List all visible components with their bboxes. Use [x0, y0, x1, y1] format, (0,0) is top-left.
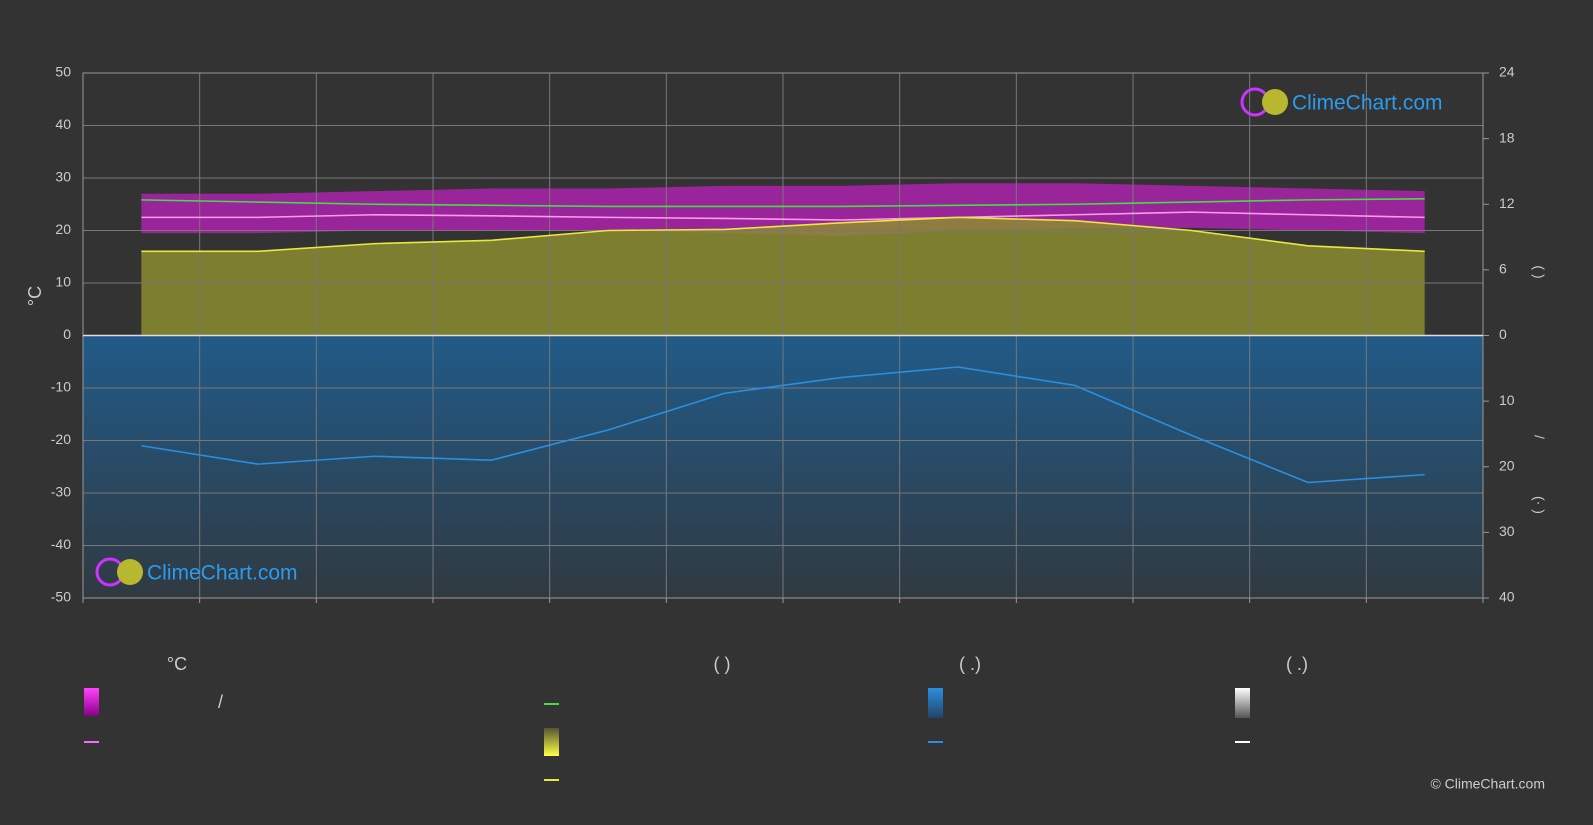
y-tick-label: -20 [51, 431, 71, 447]
series-line [141, 366, 1425, 484]
y-tick-label: -40 [51, 536, 71, 552]
series-line [141, 211, 1425, 221]
logo-sun [1262, 89, 1288, 115]
y3-axis-title: (· ) [1531, 496, 1547, 514]
y-axis-title: °C [25, 286, 45, 306]
copyright: © ClimeChart.com [1430, 776, 1545, 792]
y2-tick-label: 6 [1499, 261, 1507, 277]
y3-tick-label: 20 [1499, 457, 1515, 473]
y2-tick-label: 18 [1499, 129, 1515, 145]
y-tick-label: 30 [55, 169, 71, 185]
y2-axis-title: ( ) [1531, 265, 1547, 278]
y3-tick-label: 30 [1499, 523, 1515, 539]
legend-header: ( ) [714, 654, 731, 674]
y-tick-label: 0 [63, 326, 71, 342]
series-line [141, 216, 1425, 253]
y-tick-label: 10 [55, 274, 71, 290]
y2-tick-label: 24 [1499, 64, 1515, 80]
legend-swatch [84, 688, 99, 716]
y2-tick-label: 12 [1499, 195, 1515, 211]
y2-axis-title: / [1531, 435, 1547, 439]
y-tick-label: 40 [55, 116, 71, 132]
legend-label: / [218, 692, 223, 712]
y3-tick-label: 40 [1499, 589, 1515, 605]
legend-header: °C [167, 654, 187, 674]
legend-swatch [544, 728, 559, 756]
logo: ClimeChart.com [95, 557, 298, 587]
legend-header: ( .) [959, 654, 981, 674]
logo-sun [117, 559, 143, 585]
logo: ClimeChart.com [1240, 87, 1443, 117]
y-tick-label: -30 [51, 484, 71, 500]
y-tick-label: 50 [55, 64, 71, 80]
legend-swatch [1235, 688, 1250, 718]
legend-header: ( .) [1286, 654, 1308, 674]
series-line [141, 197, 1425, 208]
y-tick-label: -50 [51, 589, 71, 605]
watermark: ClimeChart.com [147, 562, 298, 585]
y2-tick-label: 0 [1499, 326, 1507, 342]
y3-tick-label: 10 [1499, 392, 1515, 408]
legend-swatch [928, 688, 943, 718]
y-tick-label: -10 [51, 379, 71, 395]
y-tick-label: 20 [55, 221, 71, 237]
watermark: ClimeChart.com [1292, 92, 1443, 115]
